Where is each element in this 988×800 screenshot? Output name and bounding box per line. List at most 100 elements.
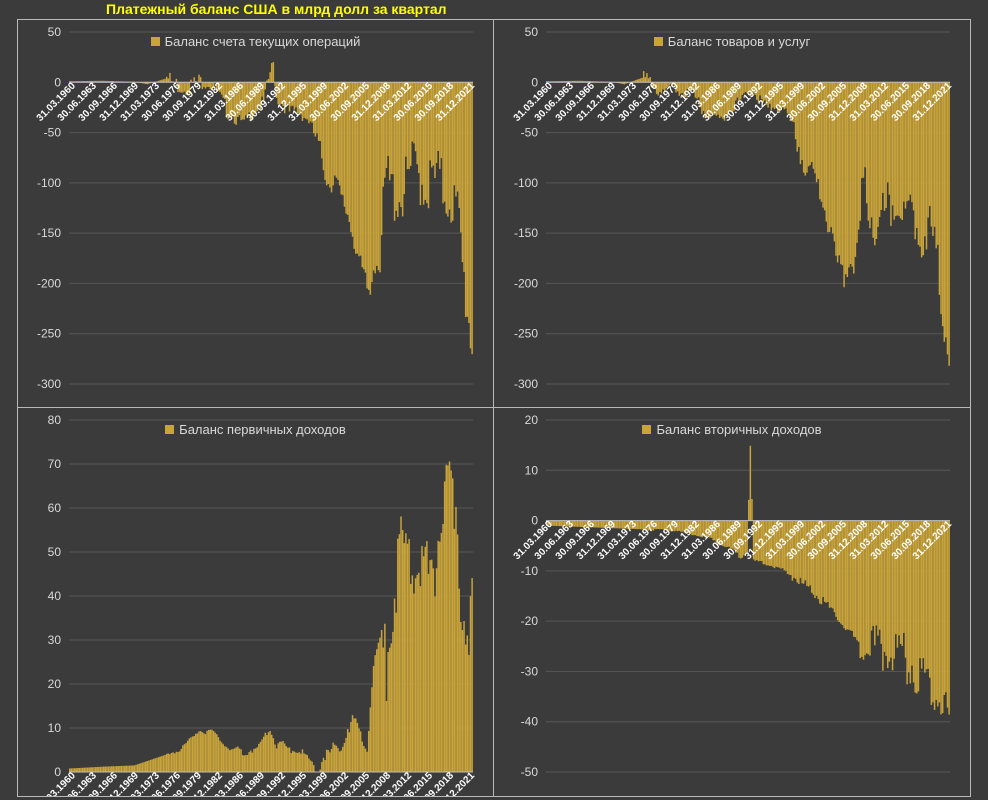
bar (288, 82, 291, 112)
bar (175, 78, 178, 83)
bar (111, 766, 113, 772)
bar (730, 520, 732, 549)
bar (933, 82, 936, 227)
bar (562, 520, 564, 527)
bar (293, 751, 296, 772)
bar (424, 82, 427, 200)
bar (948, 82, 950, 366)
bar (188, 738, 191, 772)
chart-canvas: 8070605040302010031.03.196030.06.196330.… (35, 413, 478, 796)
bar (899, 82, 902, 219)
bar (466, 82, 469, 317)
bars (69, 62, 473, 355)
bar (872, 82, 874, 238)
bar (636, 520, 638, 530)
bar (925, 520, 928, 670)
bar (783, 520, 786, 571)
bar (243, 82, 246, 120)
bar (859, 82, 861, 221)
bar (248, 752, 250, 772)
bar (374, 655, 376, 772)
bar (714, 82, 716, 115)
bar (917, 520, 920, 692)
bar (836, 520, 839, 621)
bar (241, 755, 244, 772)
bar (156, 757, 158, 772)
bar (786, 520, 789, 574)
bar (841, 520, 844, 626)
bar (933, 520, 936, 710)
bar (922, 520, 925, 659)
bar (190, 737, 192, 772)
bar (392, 82, 394, 175)
bar (175, 751, 178, 772)
bar (853, 82, 855, 274)
bar (869, 520, 871, 656)
bar (584, 80, 587, 83)
bar (806, 520, 808, 586)
bar (222, 82, 225, 98)
bar (739, 82, 742, 100)
bar (906, 82, 908, 202)
bar (919, 82, 921, 247)
bar (401, 529, 404, 772)
bar (948, 520, 950, 715)
bar (277, 743, 279, 772)
bar (440, 82, 443, 159)
bar (230, 82, 233, 120)
bar (898, 520, 900, 636)
bar (217, 737, 220, 772)
bar (757, 520, 760, 562)
bar (109, 766, 111, 772)
bar (744, 82, 747, 92)
bar (379, 82, 381, 273)
bar (204, 82, 207, 89)
bar (195, 81, 197, 83)
bar (393, 82, 396, 221)
bar (833, 520, 836, 613)
bar (875, 520, 878, 626)
bar (846, 520, 849, 630)
bar (101, 766, 103, 772)
bar (384, 623, 386, 772)
bar (342, 746, 344, 772)
bar (393, 598, 396, 772)
bar (877, 82, 879, 227)
bar (825, 82, 828, 222)
bar (882, 520, 884, 671)
bar (277, 82, 279, 105)
bar (754, 82, 756, 95)
bar (228, 750, 231, 772)
bar (723, 82, 726, 121)
bar (828, 520, 831, 608)
bar (769, 82, 771, 104)
bar (143, 82, 145, 84)
bar (371, 687, 373, 772)
bar (186, 82, 189, 96)
bar (427, 82, 430, 209)
bar (780, 82, 782, 110)
bar (576, 520, 579, 527)
bar (70, 768, 73, 772)
bar (588, 520, 590, 528)
bar (890, 520, 892, 658)
bar (182, 745, 184, 772)
bar (859, 520, 861, 659)
bar (414, 82, 417, 152)
bar (874, 520, 876, 646)
bar (613, 520, 616, 529)
bar (424, 546, 427, 772)
bar (660, 520, 663, 530)
y-tick-label: -100 (514, 176, 538, 190)
bar (626, 520, 629, 529)
bar (355, 718, 357, 772)
bar (235, 82, 237, 125)
bar (340, 82, 342, 195)
bar (885, 520, 887, 656)
bar (689, 82, 692, 91)
bar (206, 82, 208, 87)
bar (188, 82, 191, 94)
bar (558, 81, 561, 83)
bar (199, 731, 202, 772)
bar (120, 765, 123, 772)
